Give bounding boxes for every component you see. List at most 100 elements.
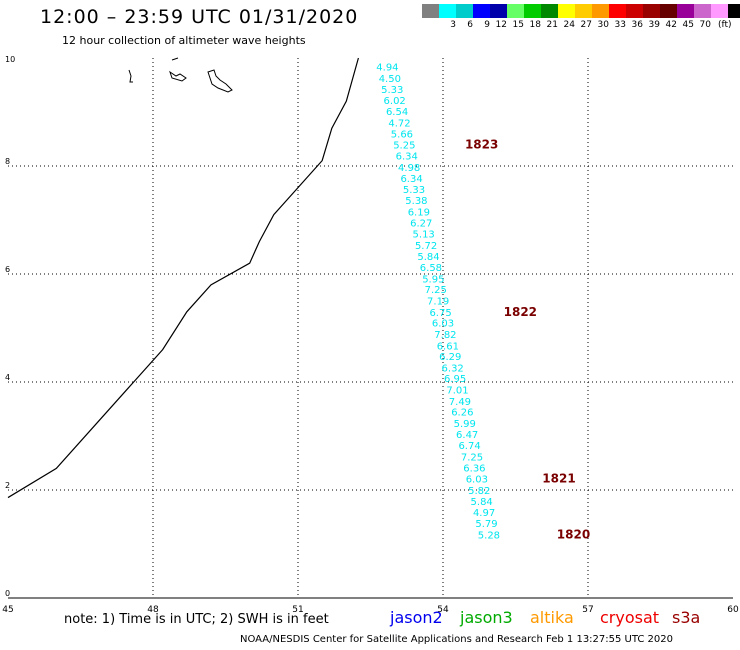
swh-value-label: 4.72 [388,118,410,129]
scale-swatch [660,4,677,18]
color-scale-labels: 3 6 9 12 15 18 21 24 27 30 33 36 39 42 45 70 [422,20,740,30]
page-title: 12:00 – 23:59 UTC 01/31/2020 [40,6,359,28]
scale-swatch [643,4,660,18]
scale-swatch [609,4,626,18]
scale-swatch [473,4,490,18]
satellite-jason2: jason2 [390,608,443,627]
swh-value-label: 5.79 [475,519,497,530]
swh-value-label: 7.82 [434,330,456,341]
swh-value-label: 6.58 [420,263,442,274]
swh-value-label: 5.84 [471,497,493,508]
swh-value-label: 5.84 [417,252,439,263]
color-scale [422,4,740,18]
swh-value-label: 6.61 [437,341,459,352]
footer-credit: NOAA/NESDIS Center for Satellite Applica… [240,634,673,645]
scale-label: 18 [529,20,541,30]
y-tick-label: 6 [5,265,10,274]
swh-value-label: 6.26 [451,408,473,419]
scale-swatch [558,4,575,18]
scale-swatch [456,4,473,18]
scale-label: 45 [682,20,694,30]
swh-value-label: 6.19 [408,207,430,218]
y-tick-label: 8 [5,157,10,166]
scale-label: 36 [631,20,643,30]
scale-swatch [575,4,592,18]
swh-value-label: 6.34 [396,152,418,163]
y-tick-label: 10 [5,55,15,64]
swh-value-label: 7.01 [446,386,468,397]
scale-swatch [711,4,728,18]
scale-label: 33 [614,20,626,30]
x-tick-label: 60 [727,605,739,615]
scale-swatch [422,4,439,18]
scale-swatch [541,4,558,18]
swh-value-label: 5.72 [415,241,437,252]
swh-value-label: 5.99 [454,419,476,430]
swh-value-label: 5.25 [393,140,415,151]
scale-label: 12 [495,20,507,30]
swh-value-label: 4.98 [398,163,420,174]
x-tick-label: 48 [147,605,159,615]
swh-value-label: 5.82 [468,486,490,497]
time-label: 1820 [557,527,590,541]
scale-label: 24 [563,20,575,30]
satellite-cryosat: cryosat [600,608,660,627]
swh-value-label: 7.19 [427,296,449,307]
swh-value-label: 5.28 [478,530,500,541]
scale-label: 70 [699,20,711,30]
swh-value-label: 6.95 [444,374,466,385]
x-tick-label: 45 [2,605,13,615]
y-tick-label: 0 [5,589,10,598]
scale-swatch [507,4,524,18]
swh-value-label: 6.47 [456,430,478,441]
swh-value-label: 5.66 [391,130,413,141]
scale-label: 3 [450,20,456,30]
scale-label: 30 [597,20,609,30]
time-label: 1821 [542,472,575,486]
swh-value-label: 7.49 [449,397,471,408]
scale-label: 6 [467,20,473,30]
color-scale-unit: (ft) [718,20,732,30]
time-label: 1823 [465,137,498,151]
island-outline [169,57,187,82]
scale-swatch [626,4,643,18]
scale-swatch [439,4,456,18]
time-label: 1822 [504,305,537,319]
footer-note: note: 1) Time is in UTC; 2) SWH is in fe… [64,612,329,627]
scale-swatch [677,4,694,18]
swh-value-label: 6.74 [458,441,480,452]
page-subtitle: 12 hour collection of altimeter wave hei… [62,34,306,47]
scale-label: 21 [546,20,558,30]
swh-value-label: 6.75 [429,308,451,319]
swh-value-label: 5.38 [405,196,427,207]
swh-value-label: 6.29 [439,352,461,363]
x-tick-label: 51 [292,605,303,615]
swh-value-label: 6.03 [466,475,488,486]
scale-swatch [592,4,609,18]
swh-value-label: 6.32 [442,363,464,374]
swh-value-label: 7.25 [425,285,447,296]
swh-value-label: 5.95 [422,274,444,285]
satellite-jason3: jason3 [460,608,513,627]
swh-value-label: 5.33 [381,85,403,96]
swh-value-label: 6.03 [432,319,454,330]
y-tick-label: 2 [5,481,10,490]
scale-label: 27 [580,20,592,30]
swh-value-label: 6.27 [410,219,432,230]
satellite-s3a: s3a [672,608,701,627]
satellite-altika: altika [530,608,574,627]
scale-swatch [694,4,711,18]
island-outline [207,69,233,93]
island-outline [128,69,133,83]
swh-value-label: 5.13 [413,230,435,241]
coastline [7,57,359,499]
swh-value-label: 4.94 [376,63,398,74]
swh-value-label: 6.34 [400,174,422,185]
scale-swatch [728,4,740,18]
swh-value-label: 4.50 [379,74,401,85]
swh-value-label: 7.25 [461,453,483,464]
scale-swatch [490,4,507,18]
y-tick-label: 4 [5,373,10,382]
scale-swatch [524,4,541,18]
